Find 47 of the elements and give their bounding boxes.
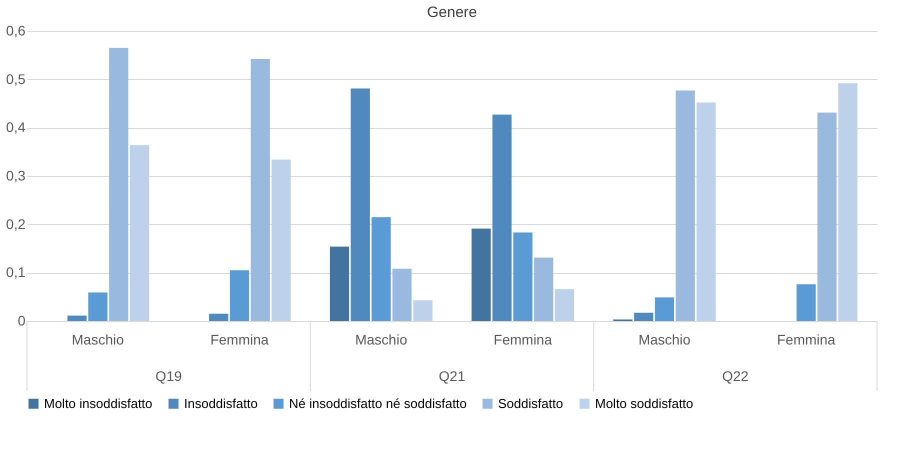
x-tick-label: Femmina	[776, 332, 836, 348]
bar	[350, 88, 370, 321]
legend-label: Molto insoddisfatto	[44, 396, 152, 411]
bar	[372, 217, 391, 321]
bar	[534, 258, 554, 321]
y-tick-label: 0,5	[6, 70, 26, 87]
bar	[413, 300, 432, 321]
bar	[88, 292, 108, 321]
chart-title: Genere	[426, 4, 478, 21]
bar	[209, 314, 228, 321]
y-tick-label: 0,6	[6, 22, 26, 38]
bar	[554, 289, 574, 321]
legend-label: Né insoddisfatto né soddisfatto	[289, 396, 467, 411]
bar	[130, 145, 150, 321]
y-tick-label: 0,1	[6, 264, 26, 280]
bar	[472, 228, 491, 321]
y-tick-label: 0	[18, 312, 26, 328]
x-tick-label: Maschio	[638, 332, 691, 348]
bar	[796, 284, 816, 321]
y-tick-label: 0,2	[6, 216, 26, 232]
bar	[696, 102, 716, 321]
x-tick-label: Maschio	[355, 332, 408, 348]
bar	[250, 59, 270, 321]
bar	[676, 90, 695, 321]
bar	[838, 83, 858, 321]
bar	[654, 297, 674, 321]
y-tick-label: 0,4	[6, 119, 26, 136]
bar	[230, 270, 250, 321]
bar	[492, 114, 512, 321]
bar	[67, 316, 87, 321]
bar	[392, 268, 412, 321]
legend-label: Soddisfatto	[498, 396, 564, 411]
bar	[330, 246, 350, 321]
x-tick-label: Maschio	[72, 332, 124, 348]
y-tick-label: 0,3	[6, 168, 26, 184]
bar	[272, 160, 291, 321]
text: Q22	[722, 368, 749, 384]
bar	[817, 112, 837, 321]
x-tick-label: Femmina	[210, 332, 269, 348]
x-tick-label: Femmina	[494, 332, 552, 348]
bar	[634, 312, 654, 321]
text: Q19	[155, 368, 182, 384]
bar	[109, 48, 128, 321]
legend-label: Molto soddisfatto	[595, 396, 694, 411]
legend-label: Insoddisfatto	[184, 396, 258, 411]
text: Q21	[438, 368, 466, 384]
bar	[513, 232, 532, 321]
